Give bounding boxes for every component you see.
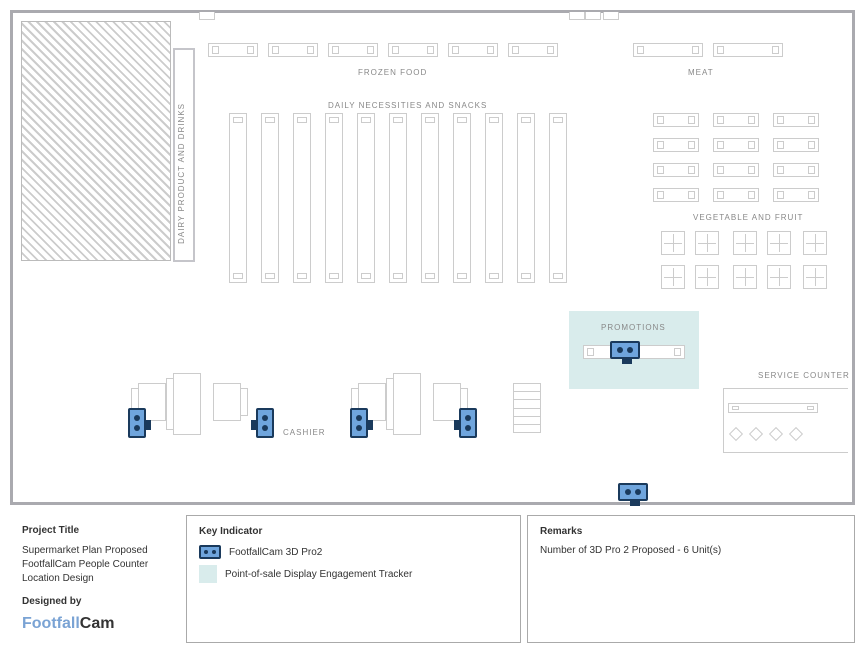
checkout [393,373,421,435]
meat-display [713,163,759,177]
service-label: SERVICE COUNTER [758,371,850,380]
meat-display [773,138,819,152]
necessities-label: DAILY NECESSITIES AND SNACKS [328,101,487,110]
aisle-shelf [229,113,247,283]
legend-area: Point-of-sale Display Engagement Tracker [199,565,508,583]
camera-icon [256,408,274,438]
area-swatch [199,565,217,583]
wall-bump [199,12,215,20]
camera-icon [199,545,221,559]
aisle-shelf [517,113,535,283]
meat-display [713,113,759,127]
checkout [213,383,241,421]
wall-bump [603,12,619,20]
meat-display [773,113,819,127]
frozen-shelf [268,43,318,57]
aisle-shelf [421,113,439,283]
project-title-panel: Project Title Supermarket Plan Proposed … [10,515,180,643]
checkout [173,373,201,435]
veg-bin [767,231,791,255]
frozen-shelf [328,43,378,57]
camera-icon [610,341,640,359]
aisle-shelf [453,113,471,283]
wall-bump [585,12,601,20]
meat-shelf [713,43,783,57]
frozen-shelf [388,43,438,57]
veg-bin [767,265,791,289]
veg-bin [661,265,685,289]
frozen-shelf [508,43,558,57]
dairy-label: DAIRY PRODUCT AND DRINKS [177,103,186,244]
veg-label: VEGETABLE AND FRUIT [693,213,803,222]
service-desk [728,403,818,413]
service-counter [723,388,848,453]
project-title-heading: Project Title [22,525,168,536]
meat-display [653,113,699,127]
legend-camera: FootfallCam 3D Pro2 [199,545,508,559]
frozen-label: FROZEN FOOD [358,68,427,77]
aisle-shelf [549,113,567,283]
veg-bin [803,265,827,289]
legend-area-label: Point-of-sale Display Engagement Tracker [225,569,412,580]
project-title-text: Supermarket Plan Proposed FootfallCam Pe… [22,544,168,586]
cashier-label: CASHIER [283,428,326,437]
aisle-shelf [261,113,279,283]
meat-label: MEAT [688,68,714,77]
stairs [513,383,541,433]
key-heading: Key Indicator [199,526,508,537]
camera-icon [618,483,648,501]
floorplan: DAIRY PRODUCT AND DRINKS FROZEN FOOD MEA… [10,10,855,505]
hatched-area [21,21,171,261]
veg-bin [695,231,719,255]
meat-display [653,138,699,152]
aisle-shelf [325,113,343,283]
camera-icon [350,408,368,438]
veg-bin [733,265,757,289]
footer: Project Title Supermarket Plan Proposed … [10,515,855,643]
checkout [433,383,461,421]
meat-display [773,163,819,177]
remarks-text: Number of 3D Pro 2 Proposed - 6 Unit(s) [540,545,842,556]
aisle-shelf [485,113,503,283]
aisle-shelf [293,113,311,283]
frozen-shelf [448,43,498,57]
meat-display [773,188,819,202]
remarks-panel: Remarks Number of 3D Pro 2 Proposed - 6 … [527,515,855,643]
camera-icon [459,408,477,438]
designed-by-heading: Designed by [22,596,168,607]
meat-display [653,188,699,202]
meat-display [653,163,699,177]
meat-display [713,188,759,202]
key-indicator-panel: Key Indicator FootfallCam 3D Pro2 Point-… [186,515,521,643]
wall-bump [569,12,585,20]
brand-logo: FootfallCam [22,615,168,633]
veg-bin [803,231,827,255]
veg-bin [695,265,719,289]
aisle-shelf [357,113,375,283]
promo-label: PROMOTIONS [601,323,666,332]
legend-camera-label: FootfallCam 3D Pro2 [229,547,322,558]
aisle-shelf [389,113,407,283]
meat-display [713,138,759,152]
frozen-shelf [208,43,258,57]
remarks-heading: Remarks [540,526,842,537]
veg-bin [661,231,685,255]
meat-shelf [633,43,703,57]
veg-bin [733,231,757,255]
camera-icon [128,408,146,438]
